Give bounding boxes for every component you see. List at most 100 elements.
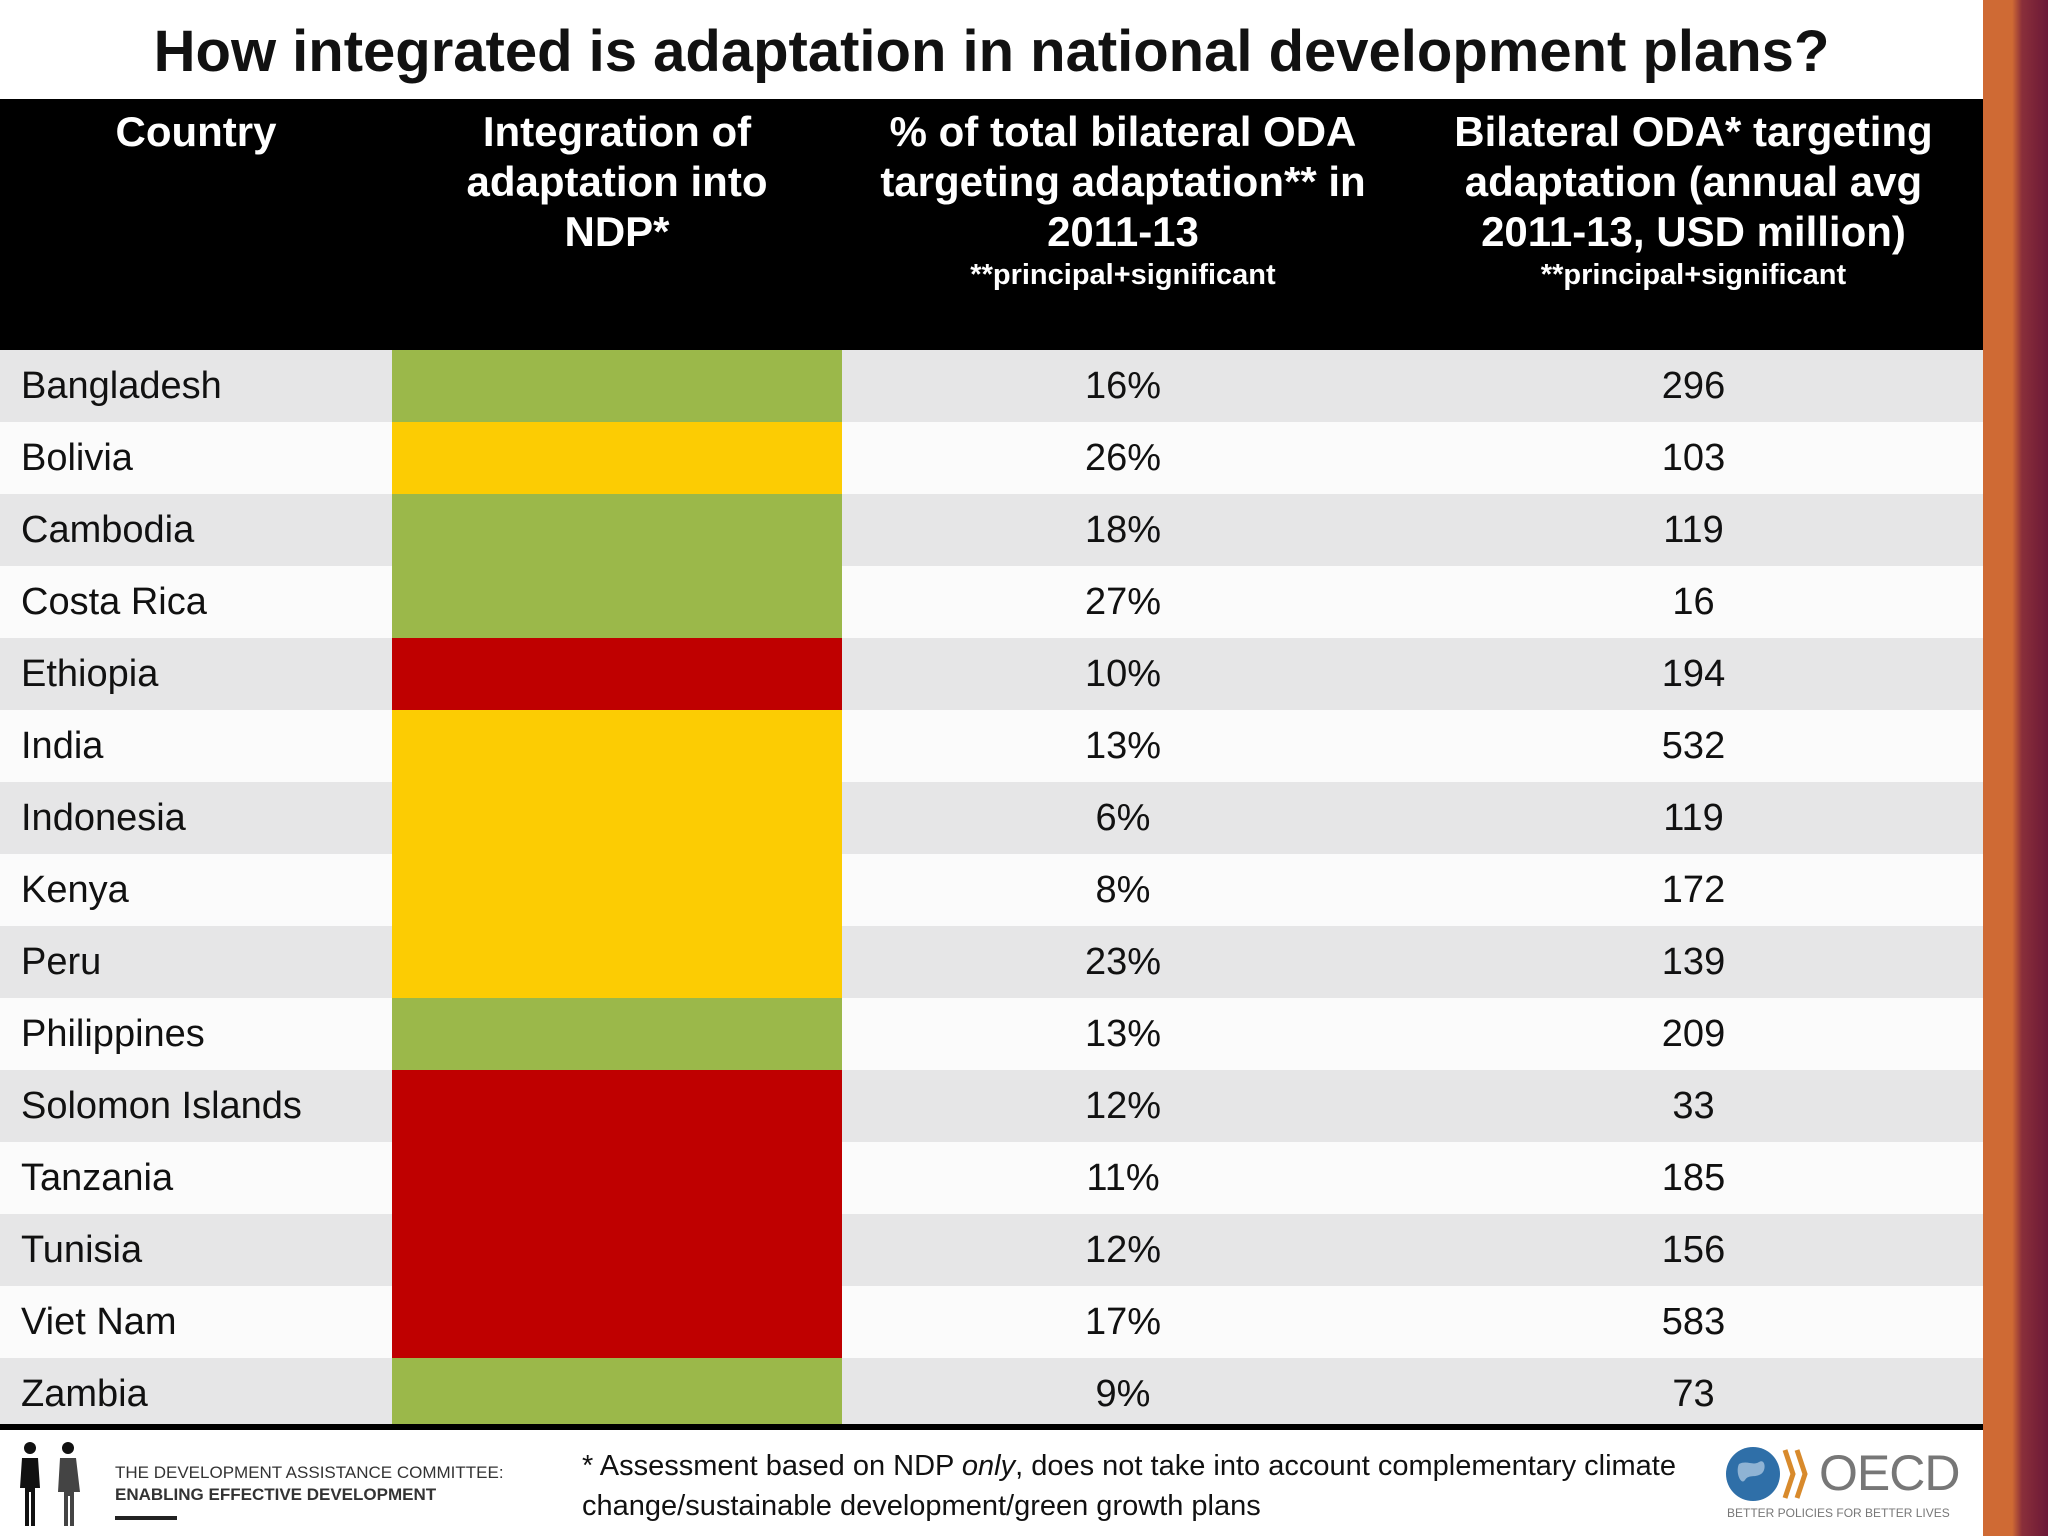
divider (0, 1424, 1983, 1430)
table-row: Ethiopia 10% 194 (0, 638, 1983, 710)
pct-cell: 13% (1084, 725, 1162, 767)
table-row: Costa Rica 27% 16 (0, 566, 1983, 638)
country-cell: Viet Nam (21, 1301, 177, 1343)
oda-cell: 583 (1661, 1301, 1726, 1343)
oda-cell: 156 (1661, 1229, 1726, 1271)
country-cell: Costa Rica (21, 581, 207, 623)
table-header: Country Integration of adaptation into N… (0, 99, 1983, 350)
pct-cell: 26% (1084, 437, 1162, 479)
integration-cell (392, 710, 842, 782)
country-cell: Bangladesh (21, 365, 222, 407)
pct-cell: 9% (1095, 1373, 1151, 1415)
integration-cell (392, 1070, 842, 1142)
adaptation-table: Country Integration of adaptation into N… (0, 99, 1983, 1430)
pct-cell: 12% (1084, 1085, 1162, 1127)
decorative-stripe (1983, 0, 2048, 1536)
pct-cell: 10% (1084, 653, 1162, 695)
oda-cell: 532 (1661, 725, 1726, 767)
header-oda-note: **principal+significant (1540, 259, 1847, 291)
table-row: Zambia 9% 73 (0, 1358, 1983, 1430)
table-row: Solomon Islands 12% 33 (0, 1070, 1983, 1142)
oda-cell: 194 (1661, 653, 1726, 695)
country-cell: India (21, 725, 104, 767)
integration-cell (392, 638, 842, 710)
country-cell: Zambia (21, 1373, 148, 1415)
oda-cell: 209 (1661, 1013, 1726, 1055)
oda-cell: 16 (1672, 581, 1715, 623)
page-title: How integrated is adaptation in national… (153, 19, 1830, 84)
footnote-a: * Assessment based on NDP (582, 1450, 962, 1482)
oecd-tagline: BETTER POLICIES FOR BETTER LIVES (1727, 1506, 1950, 1520)
country-cell: Indonesia (21, 797, 186, 839)
oda-cell: 172 (1661, 869, 1726, 911)
country-cell: Kenya (21, 869, 129, 911)
integration-cell (392, 422, 842, 494)
header-pct-label: % of total bilateral ODA targeting adapt… (880, 108, 1366, 255)
table-row: India 13% 532 (0, 710, 1983, 782)
footnote-em: only (961, 1450, 1016, 1482)
oecd-globe-icon (1726, 1447, 1808, 1501)
footnote-b: , does not take into account complementa… (582, 1450, 1676, 1522)
footer: THE DEVELOPMENT ASSISTANCE COMMITTEE: EN… (0, 1430, 1983, 1536)
pct-cell: 23% (1084, 941, 1162, 983)
oda-cell: 296 (1661, 365, 1726, 407)
pct-cell: 6% (1095, 797, 1151, 839)
pct-cell: 12% (1084, 1229, 1162, 1271)
country-cell: Cambodia (21, 509, 195, 551)
country-cell: Peru (21, 941, 102, 983)
header-country: Country (115, 108, 277, 155)
table-row: Cambodia 18% 119 (0, 494, 1983, 566)
country-cell: Solomon Islands (21, 1085, 302, 1127)
pct-cell: 18% (1084, 509, 1162, 551)
footnote: * Assessment based on NDP only, does not… (582, 1446, 1702, 1526)
dac-line1: THE DEVELOPMENT ASSISTANCE COMMITTEE: (115, 1463, 504, 1482)
integration-cell (392, 782, 842, 854)
header-integration: Integration of adaptation into NDP* (466, 108, 768, 255)
integration-cell (392, 926, 842, 998)
integration-cell (392, 998, 842, 1070)
oda-cell: 185 (1661, 1157, 1726, 1199)
pct-cell: 11% (1086, 1157, 1160, 1199)
country-cell: Tunisia (21, 1229, 143, 1271)
oda-cell: 119 (1663, 509, 1724, 551)
oda-cell: 139 (1661, 941, 1726, 983)
header-pct-note: **principal+significant (970, 259, 1276, 291)
integration-cell (392, 1358, 842, 1430)
table-row: Kenya 8% 172 (0, 854, 1983, 926)
table-row: Peru 23% 139 (0, 926, 1983, 998)
header-oda: Bilateral ODA* targeting adaptation (ann… (1404, 99, 1983, 350)
oda-cell: 103 (1661, 437, 1726, 479)
oecd-logo: OECD BETTER POLICIES FOR BETTER LIVES (1725, 1444, 1965, 1524)
oda-cell: 119 (1663, 797, 1724, 839)
pct-cell: 17% (1084, 1301, 1162, 1343)
oda-cell: 73 (1672, 1373, 1715, 1415)
integration-cell (392, 494, 842, 566)
table-row: Philippines 13% 209 (0, 998, 1983, 1070)
oecd-wordmark: OECD (1819, 1445, 1960, 1501)
country-cell: Philippines (21, 1013, 205, 1055)
pct-cell: 8% (1095, 869, 1151, 911)
dac-people-logo-icon (20, 1442, 80, 1526)
table-row: Indonesia 6% 119 (0, 782, 1983, 854)
dac-line2: ENABLING EFFECTIVE DEVELOPMENT (115, 1485, 437, 1504)
table-body: Bangladesh 16% 296 Bolivia 26% 103 Cambodi… (0, 350, 1983, 1430)
country-cell: Tanzania (21, 1157, 174, 1199)
table-row: Viet Nam 17% 583 (0, 1286, 1983, 1358)
integration-cell (392, 350, 842, 422)
integration-cell (392, 854, 842, 926)
pct-cell: 27% (1084, 581, 1162, 623)
header-pct: % of total bilateral ODA targeting adapt… (842, 99, 1404, 350)
pct-cell: 13% (1084, 1013, 1162, 1055)
table-row: Bolivia 26% 103 (0, 422, 1983, 494)
integration-cell (392, 566, 842, 638)
table-row: Tunisia 12% 156 (0, 1214, 1983, 1286)
table-row: Tanzania 11% 185 (0, 1142, 1983, 1214)
dac-underline (115, 1516, 177, 1520)
table-row: Bangladesh 16% 296 (0, 350, 1983, 422)
country-cell: Ethiopia (21, 653, 159, 695)
oda-cell: 33 (1672, 1085, 1715, 1127)
country-cell: Bolivia (21, 437, 133, 479)
header-oda-label: Bilateral ODA* targeting adaptation (ann… (1454, 108, 1933, 255)
integration-cell (392, 1142, 842, 1214)
pct-cell: 16% (1084, 365, 1162, 407)
